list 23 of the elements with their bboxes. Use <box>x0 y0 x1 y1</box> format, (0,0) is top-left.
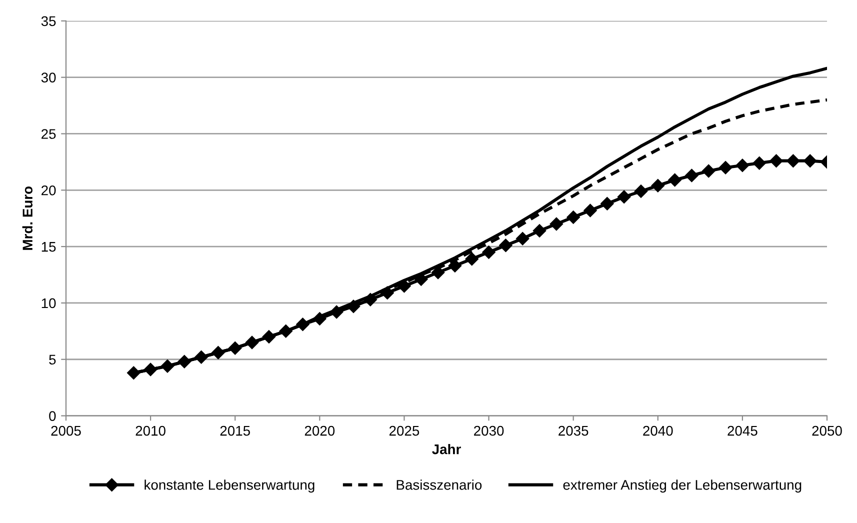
x-tick-label: 2050 <box>812 426 842 436</box>
y-tick-label: 25 <box>42 129 56 139</box>
x-axis-title: Jahr <box>432 444 461 454</box>
x-tick-label: 2020 <box>304 426 335 436</box>
legend-label: extremer Anstieg der Lebenserwartung <box>563 480 802 493</box>
x-tick-label: 2045 <box>728 426 758 436</box>
x-tick-label: 2005 <box>51 426 81 436</box>
y-tick-label: 10 <box>42 298 56 308</box>
legend-label: Basisszenario <box>396 480 482 490</box>
legend-label: konstante Lebenserwartung <box>144 480 314 493</box>
x-tick-label: 2035 <box>558 426 588 436</box>
y-tick-label: 35 <box>41 16 56 26</box>
x-tick-label: 2025 <box>389 426 420 436</box>
y-tick-label: 20 <box>42 185 56 196</box>
x-tick-label: 2030 <box>474 426 504 436</box>
y-axis-title: Mrd. Euro <box>22 186 33 250</box>
y-tick-label: 30 <box>41 72 56 82</box>
x-tick-label: 2040 <box>643 426 673 436</box>
y-tick-label: 15 <box>42 242 56 252</box>
x-tick-label: 2015 <box>220 426 250 436</box>
y-tick-label: 0 <box>49 411 56 421</box>
x-tick-label: 2010 <box>136 426 166 436</box>
y-tick-label: 5 <box>49 354 56 365</box>
